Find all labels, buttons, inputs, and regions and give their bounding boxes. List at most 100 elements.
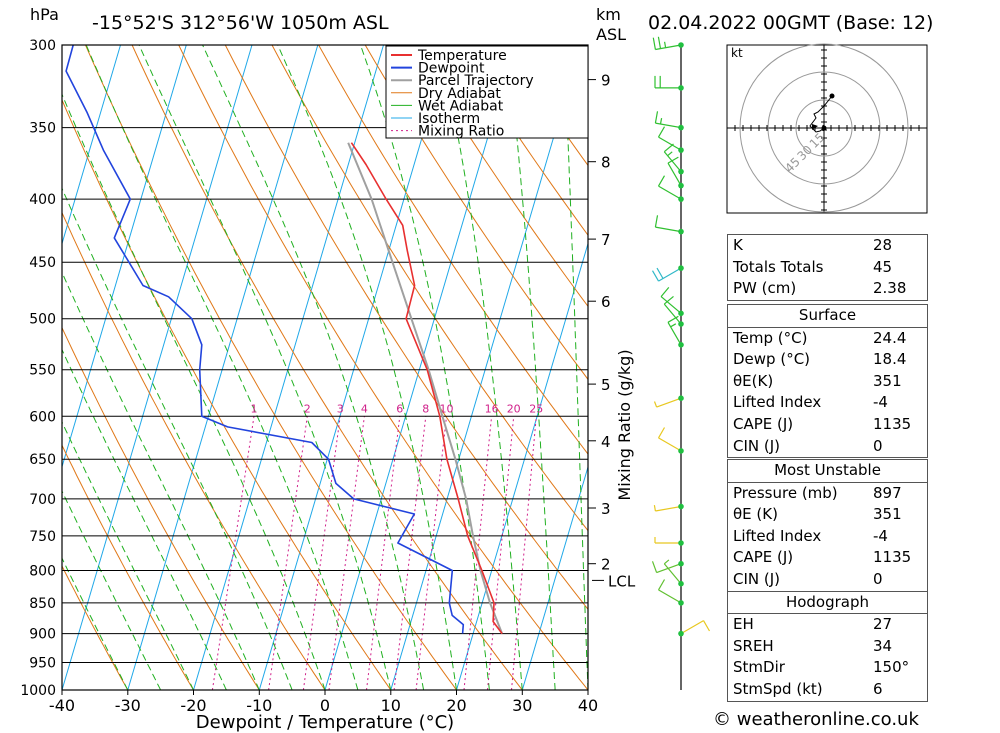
isotherm-line xyxy=(521,465,588,690)
wind-barb-dot xyxy=(678,168,684,175)
wind-barb xyxy=(663,559,684,587)
wind-barb-dot xyxy=(678,395,684,401)
surface-label: CIN (J) xyxy=(733,436,781,455)
isotherm-line xyxy=(193,45,384,690)
hodo-value: 6 xyxy=(873,679,883,698)
wind-barb-feather xyxy=(657,427,666,439)
hodo-row: StmSpd (kt) 6 xyxy=(728,679,927,701)
wind-barb-dot xyxy=(678,448,684,454)
wet-adiabat-line xyxy=(277,45,457,690)
hodo-label: SREH xyxy=(733,636,774,655)
dry-adiabat-line xyxy=(62,211,326,690)
index-row-tt: Totals Totals 45 xyxy=(728,257,927,279)
surface-row: Lifted Index -4 xyxy=(728,392,927,414)
wind-barb-dot xyxy=(678,42,684,48)
wind-barb-staff xyxy=(667,162,682,186)
isotherm-line xyxy=(390,45,582,690)
wind-barb xyxy=(653,503,684,512)
mixing-ratio-label: 16 xyxy=(485,402,499,415)
wind-barb xyxy=(654,537,684,546)
wind-barb-feather xyxy=(667,315,679,323)
x-tick-label: 0 xyxy=(320,696,330,715)
dry-adiabat-line xyxy=(84,45,458,690)
wind-barb-staff xyxy=(658,437,682,452)
most-unstable-title: Most Unstable xyxy=(728,460,927,483)
x-tick-label: 20 xyxy=(446,696,466,715)
wind-barb xyxy=(657,126,684,153)
mu-value: 351 xyxy=(873,505,902,524)
km-tick-label: 8 xyxy=(601,154,611,172)
wind-barb-staff xyxy=(655,122,682,129)
legend-label: Dry Adiabat xyxy=(418,86,501,102)
wind-barb-staff xyxy=(655,44,682,51)
hodograph-ring xyxy=(739,43,909,213)
wind-barb xyxy=(653,395,684,408)
surface-label: Temp (°C) xyxy=(733,328,808,347)
indices-table: K 28 Totals Totals 45 PW (cm) 2.38 xyxy=(727,234,928,301)
surface-table: Surface Temp (°C) 24.4 Dewp (°C) 18.4 θE(K… xyxy=(727,304,928,459)
wind-barb-staff xyxy=(656,563,682,574)
wind-barb xyxy=(652,36,684,51)
isotherm-line xyxy=(62,45,187,469)
wind-barb-staff xyxy=(667,321,682,346)
wind-barb xyxy=(651,265,684,282)
legend-label: Mixing Ratio xyxy=(418,124,504,140)
mu-row: CIN (J) 0 xyxy=(728,569,927,591)
dry-adiabat-line xyxy=(364,45,588,381)
legend-label: Dewpoint xyxy=(418,61,485,77)
hodograph-ring xyxy=(795,99,853,157)
dry-adiabat-line xyxy=(62,326,260,690)
wind-barb-feather xyxy=(702,620,711,632)
wind-barb-feather xyxy=(657,175,666,187)
wind-barb-dot xyxy=(678,85,684,91)
hodo-value: 34 xyxy=(873,636,893,655)
wind-barb-feather xyxy=(663,295,674,305)
hodo-label: EH xyxy=(733,615,754,634)
mu-label: CIN (J) xyxy=(733,569,781,588)
x-tick-label: -20 xyxy=(180,696,206,715)
wind-barb-staff xyxy=(655,505,682,512)
wind-barb xyxy=(660,287,684,317)
wind-barb-dot xyxy=(678,503,684,510)
hodograph-start-dot xyxy=(821,125,827,131)
index-row-pw: PW (cm) 2.38 xyxy=(728,278,927,300)
wind-barb-feather xyxy=(653,504,656,512)
index-label: K xyxy=(733,236,743,254)
wind-barb-dot xyxy=(678,310,684,317)
wind-barb xyxy=(654,75,684,91)
wind-barb-dot xyxy=(678,342,684,348)
wind-barb xyxy=(667,156,684,189)
wind-barb-staff xyxy=(680,620,704,635)
pressure-tick-label: 850 xyxy=(29,596,56,612)
index-value: 2.38 xyxy=(873,279,907,298)
wind-barb xyxy=(678,620,711,637)
dry-adiabat-line xyxy=(271,45,588,532)
mu-label: Lifted Index xyxy=(733,526,822,545)
hodograph-table-title: Hodograph xyxy=(728,590,927,615)
location-title: -15°52'S 312°56'W 1050m ASL xyxy=(92,12,389,34)
mixing-ratio-axis-title: Mixing Ratio (g/kg) xyxy=(615,349,634,500)
copyright-link[interactable]: © weatheronline.co.uk xyxy=(713,709,919,730)
mixing-ratio-label: 4 xyxy=(361,402,368,415)
wind-barb-dot xyxy=(678,196,684,202)
wind-barb-feather xyxy=(659,117,663,125)
legend-label: Temperature xyxy=(417,48,507,64)
wind-barb xyxy=(657,427,684,454)
pressure-tick-label: 350 xyxy=(29,121,56,137)
wind-barb-feather xyxy=(657,579,666,591)
legend-label: Wet Adiabat xyxy=(418,98,504,114)
wet-adiabat-line xyxy=(62,187,293,690)
dewpoint-line xyxy=(65,45,465,634)
mixing-ratio-label: 20 xyxy=(507,402,521,415)
wind-barb-feather xyxy=(653,401,658,408)
mixing-ratio-line xyxy=(487,416,515,690)
wind-barb-staff xyxy=(658,185,682,200)
mu-row: θE (K) 351 xyxy=(728,504,927,526)
km-unit-label: km xyxy=(596,5,621,24)
surface-row: CAPE (J) 1135 xyxy=(728,414,927,436)
km-tick-label: 5 xyxy=(601,376,611,394)
surface-value: 24.4 xyxy=(873,328,907,347)
wind-barb-feather xyxy=(657,36,662,49)
